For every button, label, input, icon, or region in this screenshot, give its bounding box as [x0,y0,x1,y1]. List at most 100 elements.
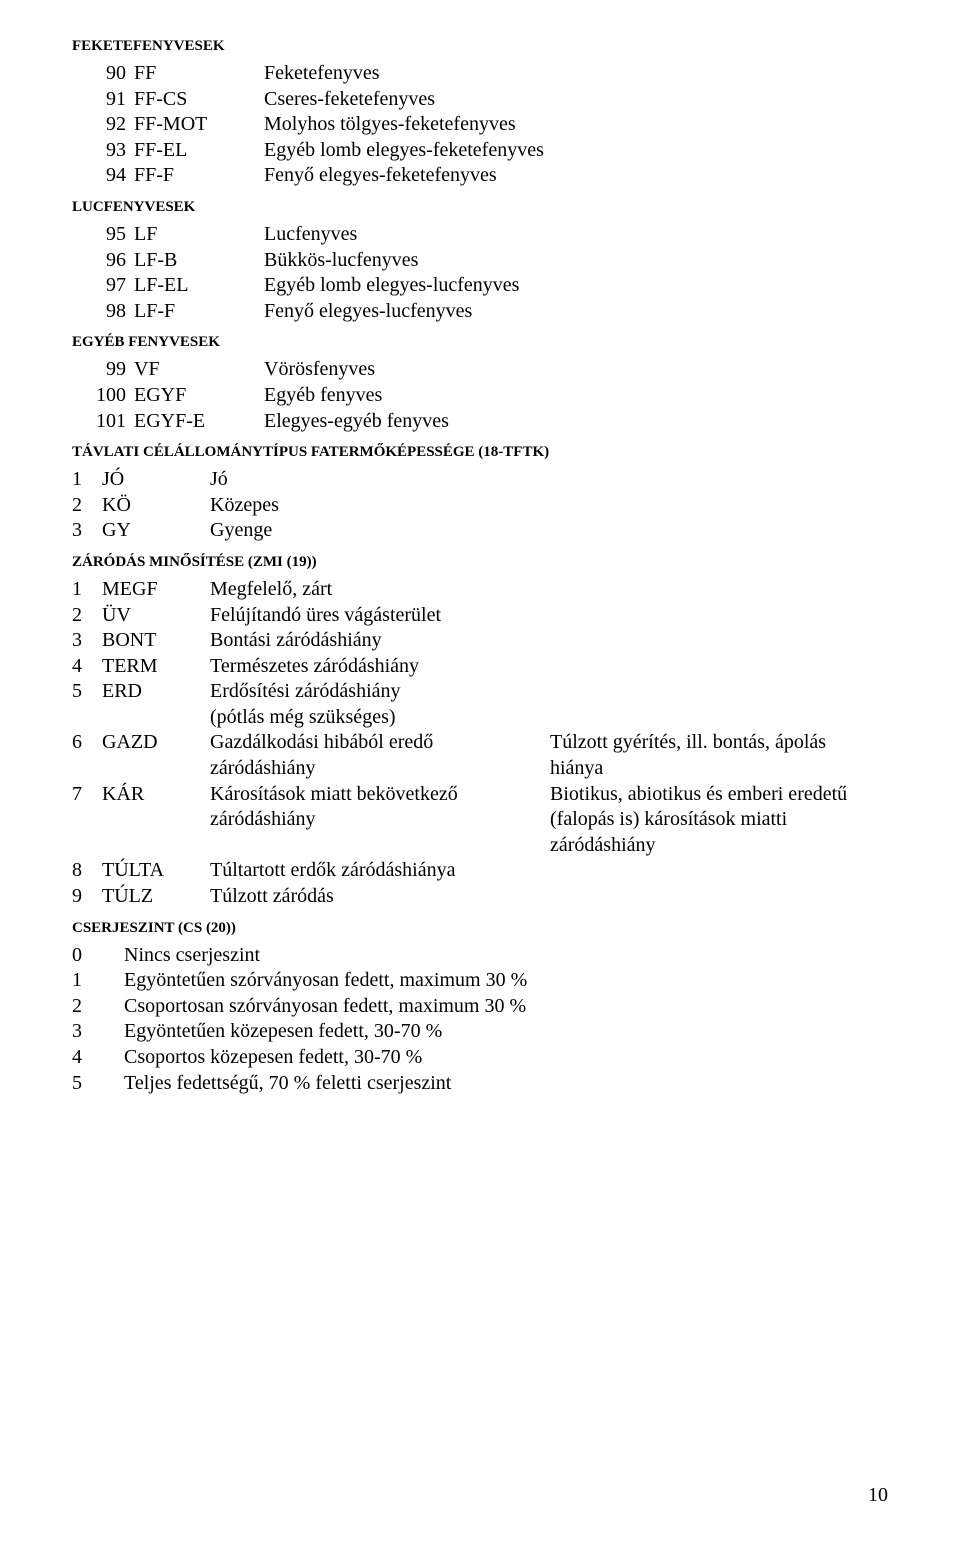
row-code: FF-MOT [134,112,264,138]
table-row: 5ERDErdősítési záródáshiány [72,679,888,705]
row-num: 1 [72,968,124,994]
row-code: GAZD [102,730,210,756]
table-row: 1MEGFMegfelelő, zárt [72,577,888,603]
section-header-feketefenyvesek: FEKETEFENYVESEK [72,38,888,55]
row-name: Bontási záródáshiány [210,628,550,654]
row-name: záródáshiány [210,807,550,833]
row-name: Teljes fedettségű, 70 % feletti cserjesz… [124,1071,888,1097]
page: FEKETEFENYVESEK 90FFFeketefenyves 91FF-C… [0,0,960,1547]
row-code: BONT [102,628,210,654]
table-row: 0Nincs cserjeszint [72,943,888,969]
row-note [550,858,888,884]
table-row: 9TÚLZTúlzott záródás [72,884,888,910]
table-row: 99VFVörösfenyves [72,357,888,383]
row-name: Elegyes-egyéb fenyves [264,409,888,435]
row-num: 5 [72,679,102,705]
table-row: 94FF-FFenyő elegyes-feketefenyves [72,163,888,189]
row-name: Egyéb lomb elegyes-lucfenyves [264,273,888,299]
row-num: 2 [72,603,102,629]
row-note [550,577,888,603]
row-name: Egyöntetűen szórványosan fedett, maximum… [124,968,888,994]
row-note: Túlzott gyérítés, ill. bontás, ápolás [550,730,888,756]
row-code: TERM [102,654,210,680]
row-num: 90 [72,61,134,87]
table-row: 90FFFeketefenyves [72,61,888,87]
table-row: 100EGYFEgyéb fenyves [72,383,888,409]
table-row: 3GYGyenge [72,518,888,544]
section-header-egyeb-fenyvesek: EGYÉB FENYVESEK [72,334,888,351]
list-cs: 0Nincs cserjeszint 1Egyöntetűen szórvány… [72,943,888,1097]
section-header-zmi: ZÁRÓDÁS MINŐSÍTÉSE (ZMI (19)) [72,554,888,571]
row-note [550,628,888,654]
row-name: Felújítandó üres vágásterület [210,603,550,629]
row-num: 6 [72,730,102,756]
row-name: Gazdálkodási hibából eredő [210,730,550,756]
row-code: KÖ [102,493,210,519]
table-row: záródáshiány [72,833,888,859]
row-num: 97 [72,273,134,299]
row-name: záródáshiány [210,756,550,782]
table-row: 3Egyöntetűen közepesen fedett, 30-70 % [72,1019,888,1045]
row-code: ERD [102,679,210,705]
row-name: Károsítások miatt bekövetkező [210,782,550,808]
row-name: Megfelelő, zárt [210,577,550,603]
row-name: Csoportosan szórványosan fedett, maximum… [124,994,888,1020]
row-name: Nincs cserjeszint [124,943,888,969]
row-num: 94 [72,163,134,189]
row-num: 96 [72,248,134,274]
row-code: LF-EL [134,273,264,299]
row-name: Fenyő elegyes-feketefenyves [264,163,888,189]
row-code: KÁR [102,782,210,808]
table-row: 91FF-CSCseres-feketefenyves [72,87,888,113]
row-num [72,705,102,731]
table-row: 2Csoportosan szórványosan fedett, maximu… [72,994,888,1020]
table-row: 4TERMTermészetes záródáshiány [72,654,888,680]
row-num: 93 [72,138,134,164]
table-row: 101EGYF-EElegyes-egyéb fenyves [72,409,888,435]
row-num: 8 [72,858,102,884]
row-note: záródáshiány [550,833,888,859]
row-num [72,756,102,782]
section-header-lucfenyvesek: LUCFENYVESEK [72,199,888,216]
row-name: Molyhos tölgyes-feketefenyves [264,112,888,138]
table-row: 5Teljes fedettségű, 70 % feletti cserjes… [72,1071,888,1097]
row-code: EGYF [134,383,264,409]
row-note [550,705,888,731]
row-code: MEGF [102,577,210,603]
row-code: JÓ [102,467,210,493]
row-code: FF-CS [134,87,264,113]
row-code: ÜV [102,603,210,629]
table-row: 6GAZDGazdálkodási hibából eredőTúlzott g… [72,730,888,756]
row-num: 1 [72,577,102,603]
table-row: 97LF-ELEgyéb lomb elegyes-lucfenyves [72,273,888,299]
row-code [102,705,210,731]
row-name: Bükkös-lucfenyves [264,248,888,274]
row-num: 0 [72,943,124,969]
table-row: 4Csoportos közepesen fedett, 30-70 % [72,1045,888,1071]
list-feketefenyvesek: 90FFFeketefenyves 91FF-CSCseres-feketefe… [72,61,888,189]
list-tftk: 1JÓJó 2KÖKözepes 3GYGyenge [72,467,888,544]
row-name: Természetes záródáshiány [210,654,550,680]
row-name [210,833,550,859]
table-row: záródáshiány(falopás is) károsítások mia… [72,807,888,833]
row-num: 2 [72,493,102,519]
row-name: Túlzott záródás [210,884,550,910]
row-name: Erdősítési záródáshiány [210,679,550,705]
row-name: (pótlás még szükséges) [210,705,550,731]
list-zmi: 1MEGFMegfelelő, zárt 2ÜVFelújítandó üres… [72,577,888,910]
row-code: FF-F [134,163,264,189]
row-code: LF-B [134,248,264,274]
list-lucfenyvesek: 95LFLucfenyves 96LF-BBükkös-lucfenyves 9… [72,222,888,324]
row-num: 100 [72,383,134,409]
row-num: 101 [72,409,134,435]
page-number: 10 [868,1484,888,1507]
row-name: Feketefenyves [264,61,888,87]
row-name: Lucfenyves [264,222,888,248]
table-row: 1Egyöntetűen szórványosan fedett, maximu… [72,968,888,994]
row-note [550,884,888,910]
row-code: FF-EL [134,138,264,164]
row-note: hiánya [550,756,888,782]
row-code: VF [134,357,264,383]
row-num: 3 [72,518,102,544]
row-num: 7 [72,782,102,808]
